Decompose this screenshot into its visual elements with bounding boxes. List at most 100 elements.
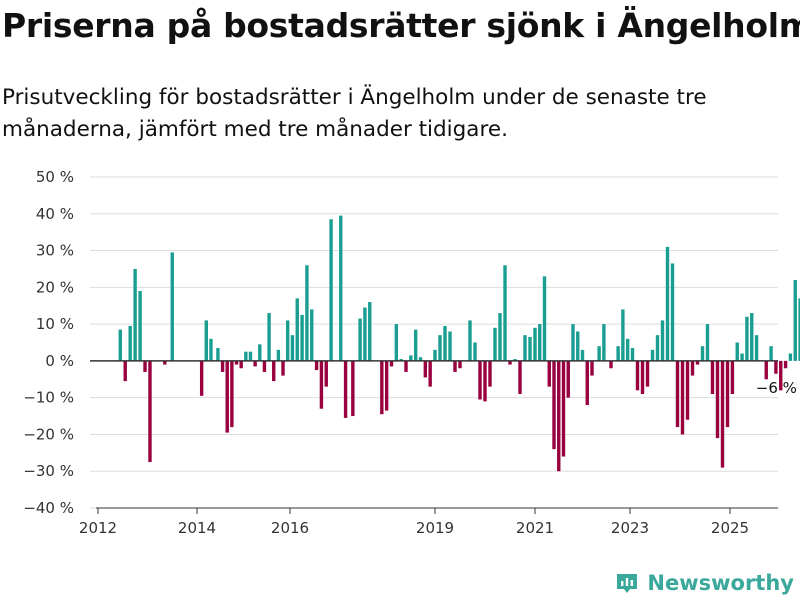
x-tick-label: 2023 [611,519,649,537]
bar [715,360,720,439]
bar [571,324,575,361]
x-tick-label: 2016 [271,519,309,537]
bar [705,324,710,361]
y-tick-label: 50 % [36,168,74,186]
bar [276,349,281,361]
bar [725,360,730,428]
bar [769,346,773,361]
bar [285,320,290,361]
x-tick-label: 2014 [178,519,216,537]
bar [754,335,759,361]
bar [199,360,204,396]
bar [645,360,650,387]
bar [216,348,220,361]
bar [384,360,389,411]
bar [428,360,432,387]
bar [128,325,132,361]
bar [547,360,551,387]
bar [138,291,142,361]
bar [498,313,502,361]
bar [220,360,225,372]
bar [433,349,437,361]
bar [413,329,418,361]
bar [234,360,239,365]
bar [339,215,343,361]
bar [423,360,428,378]
brand-logo: Newsworthy [615,571,794,595]
bar [635,360,640,391]
bar [576,331,580,361]
bar [735,342,739,361]
bar [561,360,566,457]
bar [163,360,167,365]
bar [244,351,248,361]
bar [542,276,547,361]
bar [710,360,715,394]
bar [616,346,620,361]
y-tick-label: 10 % [36,315,74,333]
bar [209,338,213,361]
bar [394,324,399,361]
bar [685,360,690,420]
bar [695,360,700,365]
newsworthy-logo-icon [617,574,638,593]
bar [358,318,362,361]
bar [258,344,262,361]
bar [783,360,788,369]
bar [123,360,127,382]
y-tick-label: −10 % [23,389,74,407]
bar [528,336,532,361]
y-tick-label: −30 % [23,462,74,480]
bar [655,335,660,361]
bar [590,360,594,376]
bar [690,360,695,376]
x-tick-label: 2021 [516,519,554,537]
last-value-label: −6 % [756,379,797,397]
bar [118,329,122,361]
bar [597,346,601,361]
bar [503,265,507,361]
bar [448,331,452,361]
bar [630,348,635,361]
bar [305,265,309,361]
bar [473,342,477,361]
bar [750,313,754,361]
x-tick-label: 2012 [79,519,117,537]
bar [225,360,229,433]
y-tick-label: −20 % [23,425,74,443]
bar [533,327,537,361]
bar [650,349,655,361]
bar [281,360,285,376]
x-tick-label: 2025 [711,519,749,537]
chart-subtitle: Prisutveckling för bostadsrätter i Ängel… [2,85,707,142]
x-tick-label: 2019 [416,519,454,537]
bar [640,360,645,394]
bar [488,360,492,387]
bar [143,360,147,372]
bar [665,246,670,361]
bar [774,360,778,374]
bar [468,320,472,361]
bar [404,360,408,372]
bar [602,324,606,361]
bar [788,353,793,361]
bar [380,360,384,415]
bar [239,360,243,369]
bar [418,357,423,361]
bar [513,359,517,361]
bar [248,351,253,361]
bar [621,309,625,361]
brand-name: Newsworthy [647,571,794,595]
bar [324,360,328,387]
bar [625,338,630,361]
bar [368,302,372,361]
bar [272,360,276,382]
bar [609,360,613,369]
bar [351,360,355,417]
bar [133,268,137,361]
bar [660,320,665,361]
bar [290,335,295,361]
gridlines [90,176,778,509]
bar [779,360,783,391]
y-tick-label: 30 % [36,242,74,260]
